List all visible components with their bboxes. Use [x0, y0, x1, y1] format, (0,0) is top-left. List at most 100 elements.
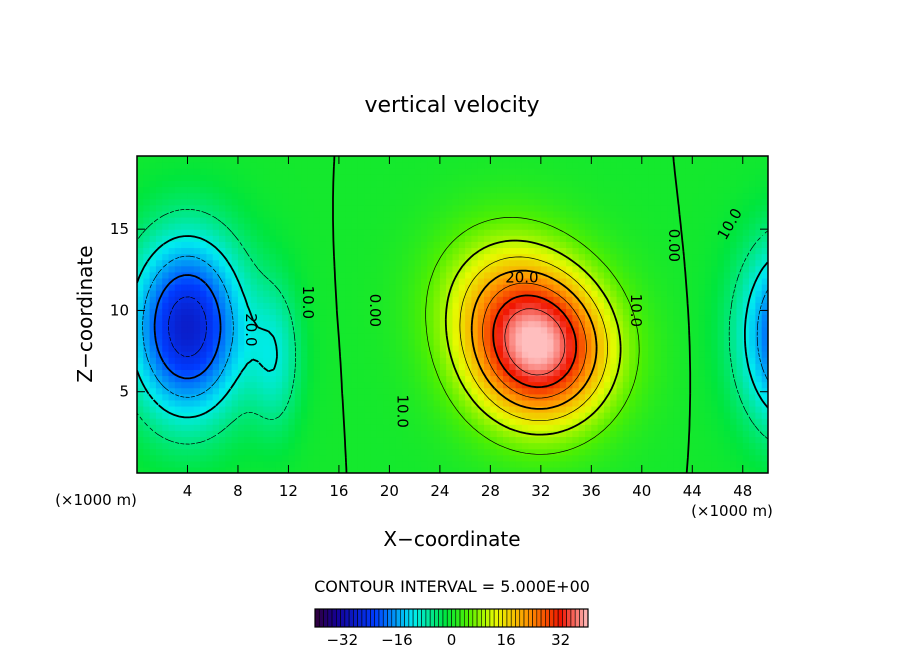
field-cell [673, 351, 681, 358]
field-cell [181, 284, 189, 291]
field-cell [181, 241, 189, 249]
field-cell [174, 198, 182, 206]
field-cell [200, 442, 208, 450]
field-cell [301, 277, 308, 285]
field-cell [572, 296, 580, 303]
field-cell [723, 466, 731, 473]
field-cell [528, 351, 536, 358]
field-cell [465, 198, 473, 206]
field-cell [711, 241, 719, 249]
field-cell [458, 375, 466, 383]
field-cell [660, 290, 668, 297]
field-cell [629, 332, 637, 340]
field-cell [610, 332, 618, 340]
field-cell [256, 399, 264, 407]
field-cell [660, 430, 668, 438]
field-cell [307, 344, 315, 352]
field-cell [446, 156, 454, 163]
field-cell [698, 253, 706, 261]
field-cell [534, 235, 542, 242]
field-cell [149, 375, 157, 383]
field-cell [452, 186, 460, 194]
field-cell [654, 156, 662, 163]
field-cell [477, 223, 485, 230]
field-cell [313, 223, 321, 230]
field-cell [465, 223, 473, 230]
field-cell [155, 302, 163, 310]
field-cell [168, 253, 176, 261]
field-cell [477, 277, 485, 285]
field-cell [673, 326, 681, 334]
field-cell [389, 216, 397, 224]
field-cell [641, 399, 649, 407]
field-cell [269, 460, 277, 468]
field-cell [269, 375, 277, 383]
field-cell [566, 393, 573, 401]
field-cell [736, 168, 744, 175]
field-cell [502, 265, 510, 273]
field-cell [402, 332, 409, 340]
field-cell [641, 204, 649, 212]
field-cell [389, 265, 397, 273]
field-cell [364, 424, 372, 431]
field-cell [193, 223, 201, 230]
field-cell [137, 198, 144, 206]
field-cell [692, 259, 700, 267]
field-cell [420, 259, 428, 267]
field-cell [610, 162, 618, 169]
field-cell [559, 204, 567, 212]
field-cell [685, 168, 693, 175]
field-cell [566, 418, 573, 425]
field-cell [622, 412, 630, 419]
field-cell [206, 229, 214, 236]
field-cell [319, 430, 327, 438]
field-cell [654, 351, 662, 358]
field-cell [357, 412, 365, 419]
field-cell [155, 344, 163, 352]
field-cell [338, 235, 346, 242]
field-cell [282, 466, 290, 473]
field-cell [515, 186, 523, 194]
field-cell [553, 241, 561, 249]
field-cell [528, 393, 536, 401]
field-cell [168, 430, 176, 438]
field-cell [345, 241, 353, 249]
field-cell [332, 229, 340, 236]
field-cell [256, 223, 264, 230]
field-cell [660, 156, 668, 163]
field-cell [578, 448, 586, 456]
field-cell [383, 259, 390, 267]
field-cell [181, 344, 189, 352]
field-cell [711, 162, 719, 169]
field-cell [629, 375, 637, 383]
field-cell [654, 204, 662, 212]
field-cell [408, 210, 416, 218]
field-cell [225, 253, 233, 261]
field-cell [351, 338, 359, 346]
field-cell [383, 180, 390, 188]
field-cell [597, 296, 605, 303]
field-cell [282, 204, 290, 212]
field-cell [288, 314, 296, 322]
field-cell [414, 308, 422, 316]
field-cell [667, 357, 674, 364]
field-cell [610, 241, 618, 249]
field-cell [622, 405, 630, 413]
field-cell [162, 387, 170, 395]
field-cell [452, 302, 460, 310]
field-cell [193, 174, 201, 181]
field-cell [256, 442, 264, 450]
field-cell [692, 168, 700, 175]
field-cell [603, 241, 611, 249]
field-cell [162, 308, 170, 316]
field-cell [383, 271, 390, 279]
field-cell [704, 302, 712, 310]
field-cell [723, 223, 731, 230]
field-cell [433, 271, 441, 279]
field-cell [685, 314, 693, 322]
field-cell [439, 162, 447, 169]
field-cell [263, 399, 271, 407]
field-cell [250, 448, 258, 456]
field-cell [408, 277, 416, 285]
field-cell [496, 326, 504, 334]
